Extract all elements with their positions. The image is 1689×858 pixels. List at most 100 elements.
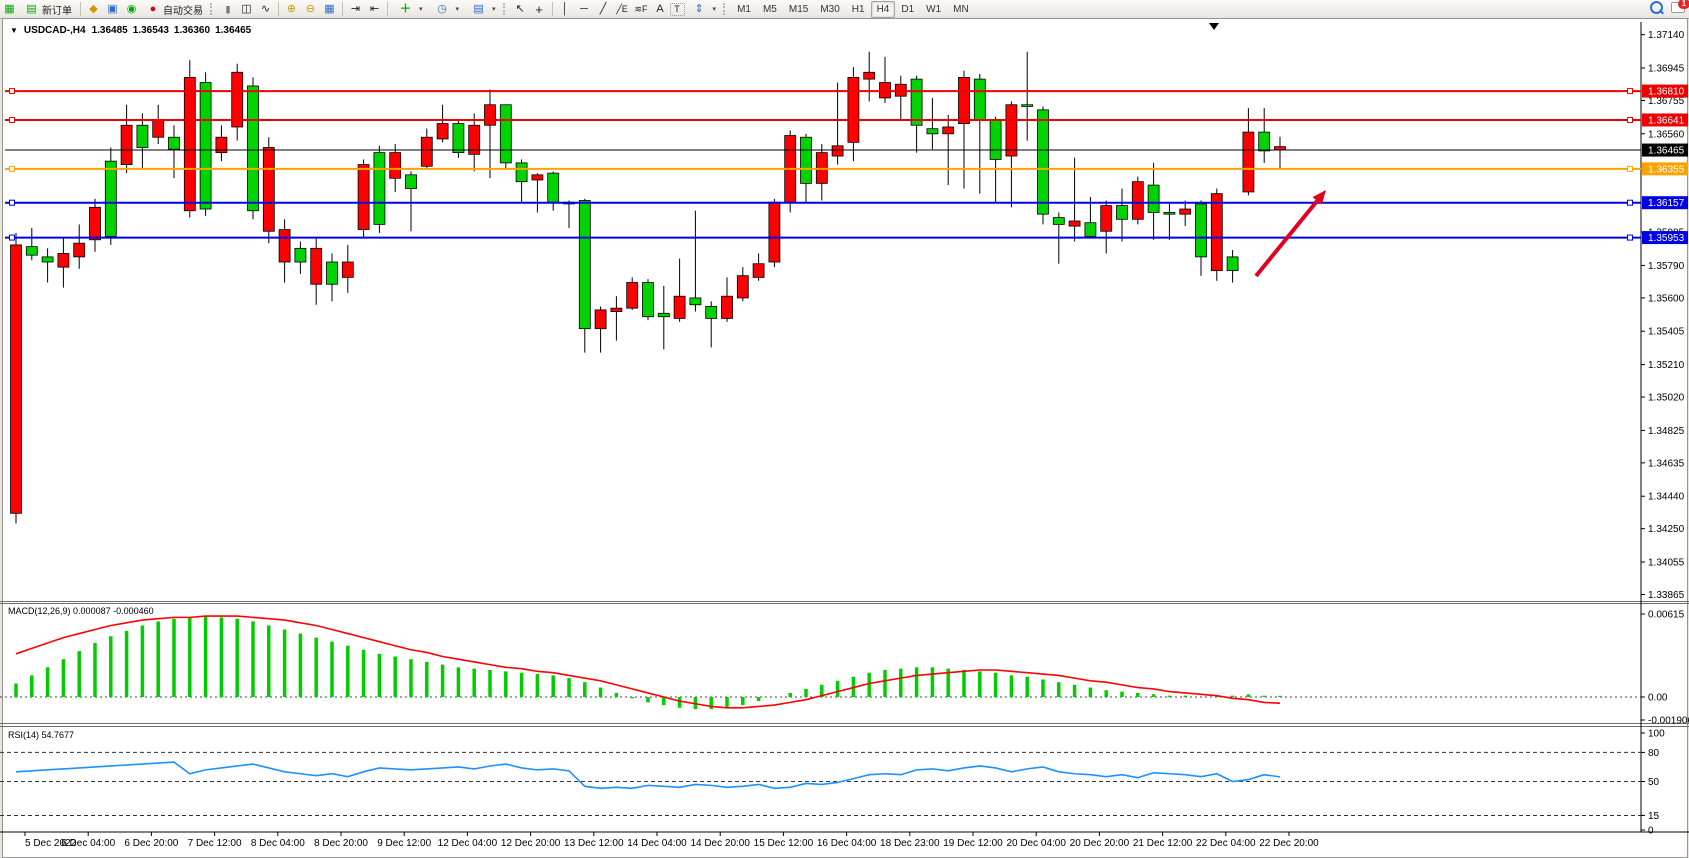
trendline-tool-icon[interactable]: ╱ [599, 2, 607, 15]
date-label: 8 Dec 04:00 [251, 838, 305, 849]
price-tick-label: 1.35600 [1648, 293, 1685, 304]
price-tag-label: 1.36641 [1648, 115, 1685, 126]
candle [389, 152, 402, 179]
chart-shift-icon[interactable]: ⇤ [369, 2, 380, 15]
candle [25, 246, 38, 256]
candle [1100, 205, 1113, 232]
price-tag-label: 1.36157 [1648, 198, 1685, 209]
arrow-object-head[interactable] [1312, 190, 1326, 205]
templates-button[interactable]: ▤ ▾ [464, 1, 501, 18]
candle [452, 123, 465, 154]
tab-d1[interactable]: D1 [901, 3, 915, 15]
cursor-tool-icon[interactable]: ↖ [515, 2, 525, 15]
price-tick-label: 1.36945 [1648, 64, 1685, 75]
candle [341, 261, 354, 278]
candle [973, 78, 986, 121]
candle [120, 124, 133, 165]
candle [104, 160, 117, 237]
price-tag [1642, 143, 1688, 157]
line-handle[interactable] [9, 234, 15, 241]
line-handle[interactable] [9, 199, 15, 206]
text-tool-icon[interactable]: A [656, 2, 664, 15]
collapse-arrow-icon[interactable]: ▼ [10, 26, 18, 35]
price-tick-label: 1.34055 [1648, 558, 1685, 569]
chart-shift-marker-icon[interactable] [1209, 23, 1219, 30]
date-label: 12 Dec 04:00 [438, 838, 498, 849]
candle [673, 295, 686, 319]
fibonacci-tool-icon[interactable]: ≋F [634, 3, 648, 14]
tab-h1[interactable]: H1 [851, 3, 865, 15]
crosshair-tool-icon[interactable]: + [535, 1, 543, 17]
bar-chart-icon[interactable]: ||| [225, 4, 230, 14]
candle [531, 174, 544, 181]
tab-m1[interactable]: M1 [737, 3, 751, 15]
candle [199, 82, 212, 210]
line-chart-icon[interactable]: ∿ [260, 2, 271, 15]
candle [831, 145, 844, 157]
candle [215, 136, 228, 154]
zoom-in-icon[interactable]: ⊕ [286, 2, 297, 15]
indicators-button[interactable]: ＋ ▾ [391, 1, 428, 18]
periods-clock-icon: ◷ [437, 2, 447, 15]
line-handle[interactable] [9, 116, 15, 123]
auto-scroll-icon[interactable]: ⇥ [350, 2, 361, 15]
indicators-icon: ＋ [400, 2, 411, 15]
vertical-line-tool-icon[interactable]: │ [561, 2, 569, 15]
search-icon[interactable] [1650, 1, 1663, 14]
tile-windows-icon[interactable]: ▦ [324, 2, 335, 15]
candle [499, 104, 512, 164]
macd-signal-value: -0.000460 [113, 606, 154, 616]
tab-mn[interactable]: MN [953, 3, 969, 15]
candle [89, 206, 101, 241]
periods-button[interactable]: ◷ ▾ [428, 1, 465, 18]
tab-m30[interactable]: M30 [820, 3, 840, 15]
chart-window [2, 18, 1688, 858]
price-tick-label: 1.35020 [1648, 393, 1685, 404]
tab-m15[interactable]: M15 [788, 3, 809, 15]
auto-trading-button[interactable]: ● 自动交易 [141, 1, 208, 18]
candle [642, 282, 654, 318]
text-label-tool-icon[interactable]: T [669, 2, 685, 16]
tab-w1[interactable]: W1 [926, 3, 942, 15]
signals-icon[interactable]: ◉ [126, 2, 137, 15]
line-handle[interactable] [1627, 199, 1633, 206]
arrows-tool-button[interactable]: ⇕ ▾ [685, 1, 722, 18]
price-tick-label: 1.34825 [1648, 426, 1685, 437]
tab-h4[interactable]: H4 [870, 0, 896, 18]
line-handle[interactable] [9, 88, 15, 95]
price-tick-label: 1.35405 [1648, 327, 1685, 338]
templates-caret-icon: ▾ [492, 6, 496, 13]
notifications-icon[interactable]: 1 [1671, 0, 1689, 13]
candle [657, 312, 670, 318]
price-chart[interactable]: 1.371401.369451.367551.365601.359851.357… [0, 18, 1689, 858]
line-handle[interactable] [9, 165, 15, 172]
arrow-object[interactable] [1254, 199, 1319, 278]
line-handle[interactable] [1627, 116, 1633, 123]
candle [515, 162, 528, 183]
horizontal-line-tool-icon[interactable]: ─ [580, 2, 588, 15]
line-handle[interactable] [1627, 165, 1633, 172]
periods-caret-icon: ▾ [455, 6, 460, 13]
candlestick-chart-icon[interactable]: ◫ [241, 2, 252, 15]
new-order-button[interactable]: ▤ 新订单 [19, 1, 77, 18]
macd-tick-label: 0.00 [1648, 693, 1668, 704]
line-handle[interactable] [1627, 88, 1633, 95]
line-handle[interactable] [1627, 234, 1633, 241]
candle [1084, 222, 1097, 237]
styler-icon[interactable]: ◆ [89, 2, 98, 15]
price-tag [1642, 162, 1688, 176]
candle [168, 136, 180, 150]
symbol-period-label: USDCAD-,H4 [23, 25, 86, 36]
channel-tool-icon[interactable]: ╱E [616, 3, 628, 14]
rsi-tick-label: 100 [1648, 729, 1665, 740]
price-tick-label: 1.34635 [1648, 458, 1685, 469]
terminal-icon[interactable]: ▣ [107, 2, 118, 15]
candle [1005, 104, 1018, 157]
ohlc-open: 1.36485 [91, 25, 128, 36]
zoom-out-icon[interactable]: ⊖ [305, 2, 316, 15]
macd-tick-label: -0.001906 [1648, 716, 1689, 727]
arrows-caret-icon: ▾ [712, 6, 717, 13]
date-label: 7 Dec 12:00 [188, 838, 242, 849]
tab-m5[interactable]: M5 [762, 3, 777, 15]
new-chart-icon[interactable]: ▦ [4, 2, 15, 15]
